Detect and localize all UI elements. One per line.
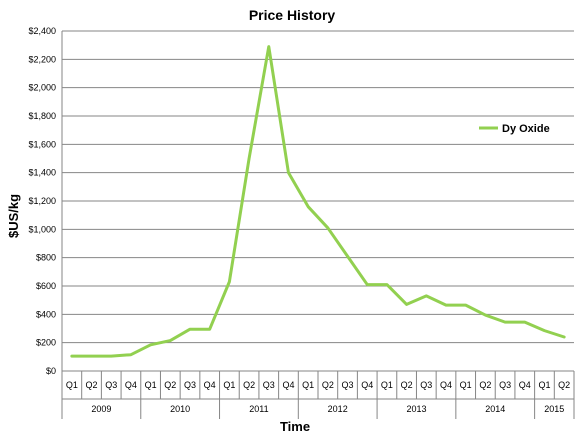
x-tick-label: Q4 <box>125 380 137 390</box>
y-tick-label: $1,800 <box>28 111 56 121</box>
y-tick-label: $1,600 <box>28 139 56 149</box>
legend-label-dy-oxide: Dy Oxide <box>502 123 550 135</box>
x-tick-label: Q1 <box>460 380 472 390</box>
y-tick-label: $200 <box>36 338 56 348</box>
x-tick-label: Q1 <box>302 380 314 390</box>
y-tick-label: $2,400 <box>28 26 56 36</box>
series-line-dy-oxide <box>70 45 566 358</box>
x-tick-label: Q1 <box>381 380 393 390</box>
x-tick-label: Q2 <box>322 380 334 390</box>
x-tick-label: Q3 <box>263 380 275 390</box>
year-label: 2010 <box>170 404 190 414</box>
x-tick-label: Q1 <box>538 380 550 390</box>
chart-title: Price History <box>249 7 336 23</box>
y-tick-label: $0 <box>46 366 56 376</box>
axes: $0 $200 $400 $600 $800 $1,000 $1,200 $1,400 $1,6… <box>28 26 575 419</box>
x-tick-label: Q3 <box>499 380 511 390</box>
y-tick-label: $2,000 <box>28 83 56 93</box>
year-label: 2009 <box>91 404 111 414</box>
y-tick-label: $1,000 <box>28 224 56 234</box>
x-tick-label: Q4 <box>440 380 452 390</box>
x-tick-label: Q2 <box>164 380 176 390</box>
x-tick-label: Q4 <box>204 380 216 390</box>
y-tick-label: $800 <box>36 253 56 263</box>
y-axis-title: $US/kg <box>6 194 21 238</box>
gridlines <box>62 30 574 344</box>
x-tick-label: Q4 <box>361 380 373 390</box>
x-tick-label: Q2 <box>86 380 98 390</box>
x-tick-label: Q2 <box>479 380 491 390</box>
year-label: 2012 <box>328 404 348 414</box>
x-tick-label: Q2 <box>558 380 570 390</box>
x-tick-label: Q3 <box>342 380 354 390</box>
x-tick-label: Q4 <box>519 380 531 390</box>
x-tick-label: Q4 <box>282 380 294 390</box>
year-label: 2014 <box>485 404 505 414</box>
y-tick-label: $400 <box>36 309 56 319</box>
y-tick-label: $2,200 <box>28 54 56 64</box>
x-tick-label: Q3 <box>420 380 432 390</box>
y-tick-label: $1,200 <box>28 196 56 206</box>
x-tick-label: Q2 <box>401 380 413 390</box>
year-label: 2013 <box>406 404 426 414</box>
year-label: 2015 <box>544 404 564 414</box>
y-tick-label: $1,400 <box>28 168 56 178</box>
series-layer <box>70 45 566 358</box>
x-tick-label: Q1 <box>66 380 78 390</box>
x-tick-label: Q3 <box>105 380 117 390</box>
y-tick-label: $600 <box>36 281 56 291</box>
x-axis-title: Time <box>280 419 310 434</box>
x-tick-label: Q1 <box>223 380 235 390</box>
year-label: 2011 <box>249 404 268 414</box>
legend: Dy Oxide <box>479 123 550 135</box>
x-tick-label: Q2 <box>243 380 255 390</box>
x-tick-label: Q3 <box>184 380 196 390</box>
x-tick-label: Q1 <box>145 380 157 390</box>
